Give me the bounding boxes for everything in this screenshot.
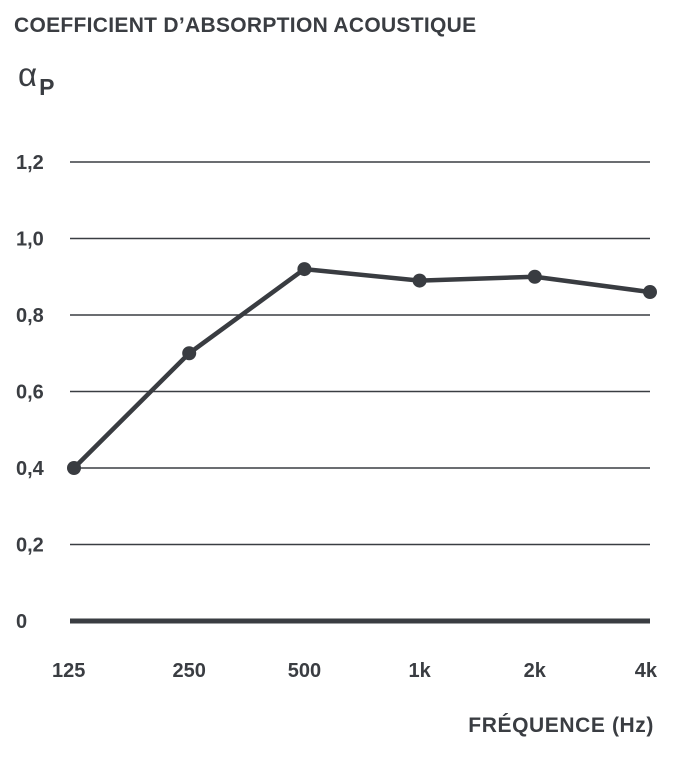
gridlines	[70, 161, 650, 624]
data-point	[67, 461, 81, 475]
y-tick-label: 0,4	[16, 458, 45, 480]
x-tick-label: 500	[288, 660, 321, 682]
y-tick-label: 0,6	[16, 382, 44, 404]
y-axis-symbol: α	[18, 56, 38, 93]
x-tick-label: 250	[173, 660, 206, 682]
y-tick-labels: 0 0,2 0,4 0,6 0,8 1,0 1,2	[16, 152, 45, 633]
data-point	[643, 285, 657, 300]
data-point	[412, 273, 427, 288]
y-tick-label: 1,2	[16, 152, 44, 174]
chart-title: COEFFICIENT D’ABSORPTION ACOUSTIQUE	[14, 14, 477, 37]
y-tick-label: 0,8	[16, 305, 44, 327]
x-tick-label: 1k	[408, 660, 431, 682]
y-tick-label: 0	[16, 611, 27, 633]
data-point	[297, 262, 312, 277]
data-series	[67, 262, 657, 475]
x-tick-label: 2k	[524, 660, 547, 682]
y-tick-label: 1,0	[16, 229, 44, 251]
x-axis-label: FRÉQUENCE (Hz)	[468, 714, 654, 737]
y-axis-subscript: P	[39, 74, 55, 100]
x-tick-labels: 125 250 500 1k 2k 4k	[52, 660, 658, 682]
x-tick-label: 4k	[635, 660, 658, 682]
y-axis-label: αP	[18, 56, 54, 99]
y-tick-label: 0,2	[16, 535, 44, 557]
series-line	[71, 266, 653, 471]
x-tick-label: 125	[52, 660, 85, 682]
data-point	[182, 346, 197, 361]
data-point	[527, 269, 542, 284]
